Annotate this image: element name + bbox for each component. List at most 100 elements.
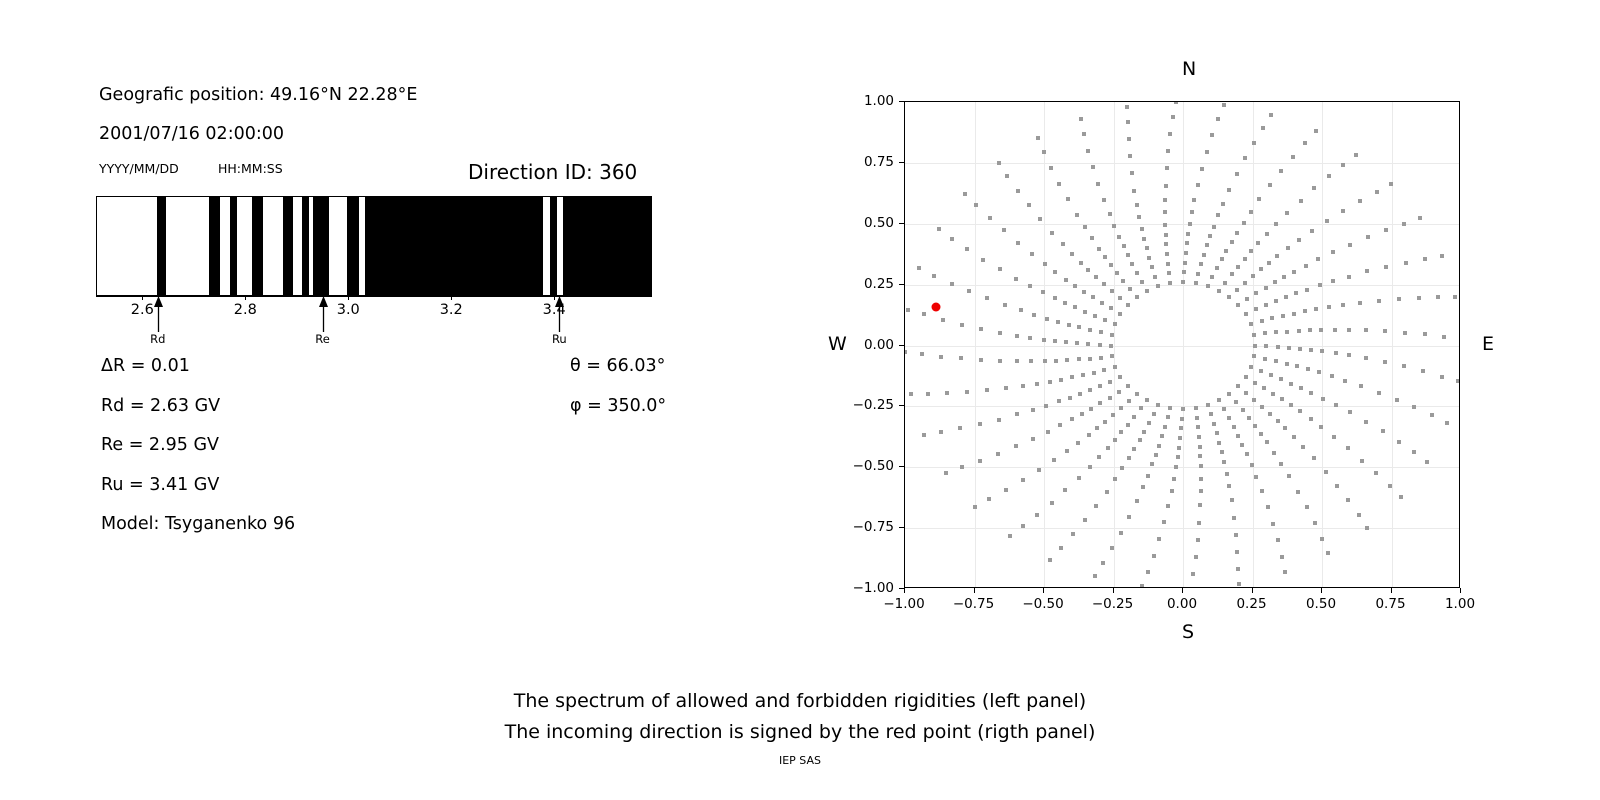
direction-dot (1111, 412, 1116, 417)
direction-dot (1214, 431, 1219, 436)
direction-dot (1274, 222, 1279, 227)
x-axis-tick-label: 0.50 (1305, 596, 1337, 612)
direction-dot (1112, 223, 1117, 228)
direction-dot (1145, 570, 1150, 575)
date-format-hint: YYYY/MM/DD (99, 161, 179, 176)
direction-dot (1126, 399, 1131, 404)
direction-dot (1281, 313, 1286, 318)
x-axis-tick (1390, 588, 1392, 593)
direction-dot (1263, 303, 1268, 308)
direction-dot (1107, 212, 1112, 217)
direction-dot (1102, 198, 1107, 203)
direction-dot (1059, 545, 1064, 550)
direction-dot (922, 432, 927, 437)
direction-dot (1304, 505, 1309, 510)
x-axis-tick-label: 1.00 (1444, 596, 1476, 612)
param-rd: Rd = 2.63 GV (101, 396, 221, 416)
direction-dot (1309, 390, 1314, 395)
direction-dot (1302, 309, 1307, 314)
direction-dot (1029, 359, 1034, 364)
direction-dot (940, 317, 945, 322)
direction-dot (1072, 305, 1077, 310)
axis-tick (348, 296, 350, 300)
direction-dot (1285, 211, 1290, 216)
caption-line-2: The incoming direction is signed by the … (504, 721, 1096, 743)
direction-dot (1193, 555, 1198, 560)
direction-dot (996, 417, 1001, 422)
direction-dot (1014, 276, 1019, 281)
direction-dot (1181, 406, 1185, 411)
direction-dot (1208, 234, 1213, 239)
direction-dot (1125, 253, 1130, 258)
forbidden-band (313, 197, 329, 295)
direction-dot (998, 330, 1003, 335)
direction-dot (1151, 553, 1156, 558)
direction-dot (1008, 534, 1013, 539)
axis-tick-label: 2.8 (233, 302, 257, 318)
direction-dot (1065, 197, 1070, 202)
direction-dot (1282, 570, 1287, 575)
direction-dot (1045, 316, 1050, 321)
direction-dot (1345, 498, 1350, 503)
direction-dot (1064, 277, 1069, 282)
direction-dot (1248, 365, 1253, 370)
direction-dot (1272, 450, 1277, 455)
direction-dot (1119, 430, 1124, 435)
direction-dot (1078, 391, 1083, 396)
direction-dot (1188, 586, 1193, 587)
x-axis-tick-label: −0.25 (1091, 596, 1134, 612)
direction-dot (1236, 302, 1241, 307)
x-axis-tick (1460, 588, 1461, 593)
direction-dot (1236, 384, 1241, 389)
direction-dot (1296, 489, 1301, 494)
direction-dot (1348, 242, 1353, 247)
direction-dot (1177, 445, 1182, 450)
y-axis-tick (899, 344, 904, 346)
direction-dot (1080, 373, 1085, 378)
direction-dot (958, 426, 963, 431)
direction-dot (1253, 307, 1258, 312)
direction-dot (1263, 331, 1268, 336)
direction-dot (1421, 369, 1426, 374)
direction-dot (1070, 417, 1075, 422)
direction-dot (1252, 397, 1257, 402)
direction-dot (949, 281, 954, 286)
direction-dot (1027, 202, 1032, 207)
direction-dot (1144, 398, 1149, 403)
direction-dot (1132, 188, 1137, 193)
direction-dot (1234, 532, 1239, 537)
direction-dot (1211, 224, 1216, 229)
direction-dot (919, 352, 924, 357)
direction-dot (1184, 241, 1189, 246)
direction-dot (1015, 240, 1020, 245)
direction-dot (1253, 423, 1258, 428)
direction-dot (1232, 515, 1237, 520)
direction-dot (1267, 260, 1272, 265)
direction-dot (1205, 284, 1210, 288)
direction-dot (1020, 478, 1025, 483)
direction-dot (1198, 262, 1203, 267)
direction-dot (1422, 256, 1427, 261)
direction-dot (1093, 504, 1098, 509)
direction-dot (1254, 474, 1259, 479)
forbidden-band (229, 197, 238, 295)
direction-dot (1280, 397, 1285, 402)
param-ru: Ru = 3.41 GV (101, 475, 220, 495)
forbidden-band (364, 197, 543, 295)
direction-dot (1032, 312, 1037, 317)
direction-dot (1279, 377, 1284, 382)
direction-dot (1181, 280, 1185, 285)
direction-dot (1444, 420, 1449, 425)
x-axis-tick (1112, 588, 1114, 593)
direction-dot (1295, 364, 1300, 369)
direction-dot (1029, 252, 1034, 257)
direction-dot (1166, 149, 1171, 154)
direction-dot (1329, 374, 1334, 379)
direction-dot (1265, 505, 1270, 510)
direction-dot (1312, 521, 1317, 526)
direction-dot (1214, 266, 1219, 271)
direction-dot (1267, 411, 1272, 416)
x-axis-tick (904, 588, 905, 593)
x-axis-tick (1321, 588, 1322, 593)
direction-dot (985, 296, 990, 301)
